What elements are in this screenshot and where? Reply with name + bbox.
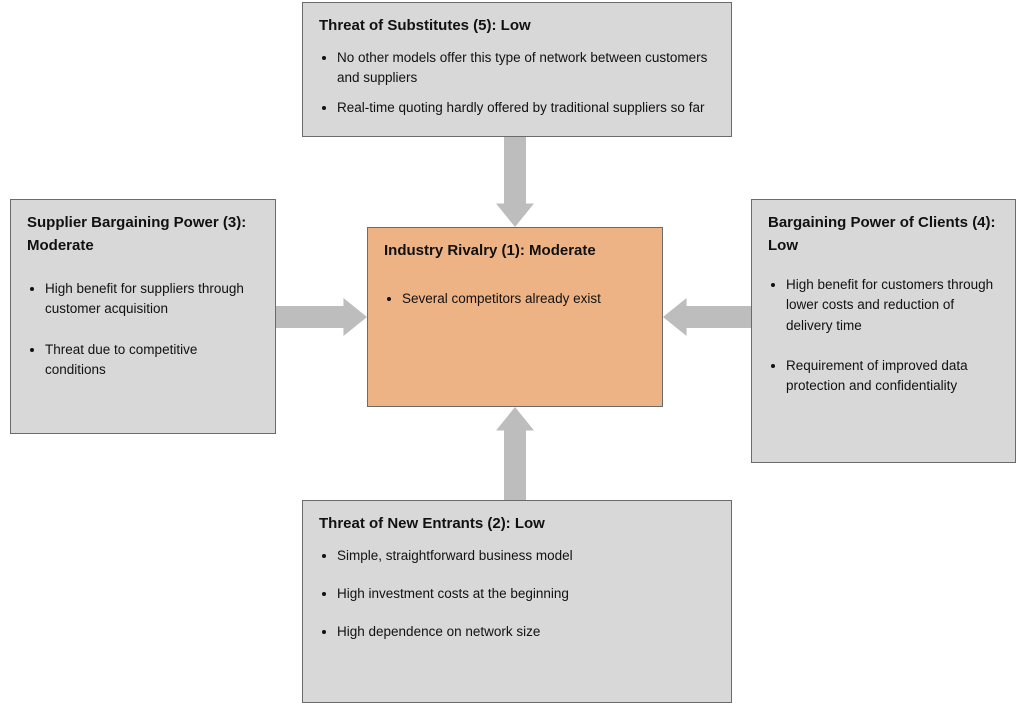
arrow-down-icon <box>496 137 534 227</box>
bullet: High investment costs at the beginning <box>337 584 715 604</box>
box-title: Threat of New Entrants (2): Low <box>319 513 715 536</box>
box-title: Bargaining Power of Clients (4): Low <box>768 212 999 257</box>
five-forces-diagram: Threat of Substitutes (5): Low No other … <box>0 0 1024 707</box>
bullet: Several competitors already exist <box>402 289 646 309</box>
bullet: Simple, straightforward business model <box>337 546 715 566</box>
arrow-left-icon <box>663 298 751 336</box>
box-bullets: Several competitors already exist <box>384 289 646 309</box>
bullet: High dependence on network size <box>337 622 715 642</box>
bullet: Real-time quoting hardly offered by trad… <box>337 98 715 118</box>
bullet: High benefit for customers through lower… <box>786 275 999 336</box>
bullet: Threat due to competitive conditions <box>45 340 259 381</box>
box-threat-substitutes: Threat of Substitutes (5): Low No other … <box>302 2 732 137</box>
box-industry-rivalry: Industry Rivalry (1): Moderate Several c… <box>367 227 663 407</box>
arrow-up-icon <box>496 407 534 500</box>
box-title: Threat of Substitutes (5): Low <box>319 15 715 38</box>
bullet: High benefit for suppliers through custo… <box>45 279 259 320</box>
box-bullets: Simple, straightforward business model H… <box>319 546 715 643</box>
box-title: Industry Rivalry (1): Moderate <box>384 240 646 263</box>
box-new-entrants: Threat of New Entrants (2): Low Simple, … <box>302 500 732 703</box>
box-bullets: High benefit for suppliers through custo… <box>27 279 259 380</box>
box-bullets: No other models offer this type of netwo… <box>319 48 715 119</box>
bullet: No other models offer this type of netwo… <box>337 48 715 89</box>
box-client-power: Bargaining Power of Clients (4): Low Hig… <box>751 199 1016 463</box>
box-title: Supplier Bargaining Power (3): Moderate <box>27 212 259 257</box>
bullet: Requirement of improved data protection … <box>786 356 999 397</box>
arrow-right-icon <box>276 298 367 336</box>
box-supplier-power: Supplier Bargaining Power (3): Moderate … <box>10 199 276 434</box>
box-bullets: High benefit for customers through lower… <box>768 275 999 396</box>
